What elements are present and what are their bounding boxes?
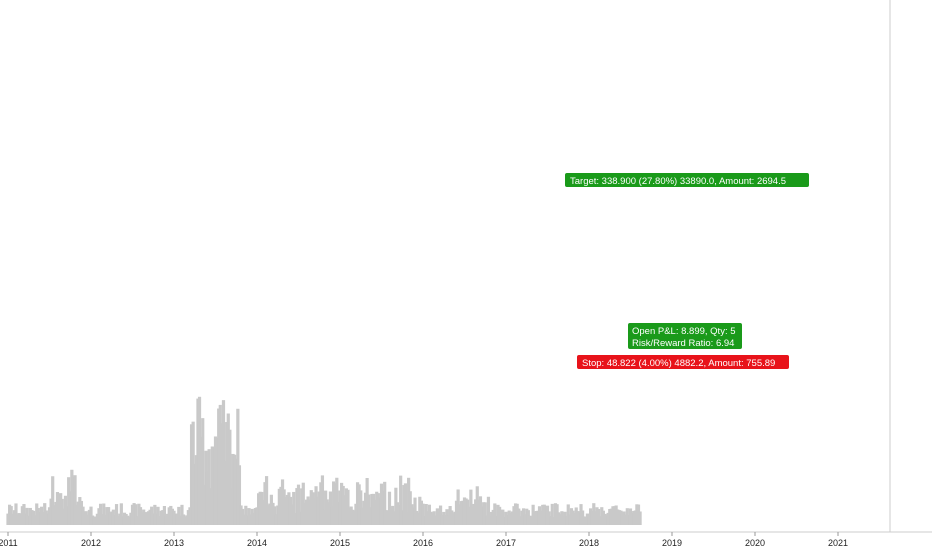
x-tick-label: 2014 [247,538,267,548]
x-tick-label: 2013 [164,538,184,548]
volume-bar [550,503,554,525]
stop-text: Stop: 48.822 (4.00%) 4882.2, Amount: 755… [582,358,775,369]
volume-bar [119,503,123,525]
volume-bar [14,503,18,525]
volume-bar [207,449,211,525]
volume-bar [102,503,106,525]
volume-bar [320,475,325,525]
volume-bar [486,496,491,525]
volume-bar [296,484,301,525]
stop-label: Stop: 48.822 (4.00%) 4882.2, Amount: 755… [577,355,789,369]
x-tick-label: 2012 [81,538,101,548]
volume-bar [228,429,232,525]
risk-reward-text: Risk/Reward Ratio: 6.94 [632,338,734,349]
x-tick-label: 2019 [662,538,682,548]
volume-bar [399,475,403,525]
volume-bar [114,504,119,525]
volume-bar [383,481,387,525]
open-pnl-text: Open P&L: 8.899, Qty: 5 [632,326,736,337]
x-tick-label: 2011 [0,538,18,548]
volume-bar [292,491,296,525]
x-tick-label: 2020 [745,538,765,548]
x-tick-label: 2015 [330,538,350,548]
volume-bar [469,489,473,525]
volume-bar [134,504,138,525]
volume-bar [73,475,77,525]
volume-bar [403,483,408,525]
pnl-box: Open P&L: 8.899, Qty: 5 Risk/Reward Rati… [628,323,742,349]
target-text: Target: 338.900 (27.80%) 33890.0, Amount… [570,176,786,187]
volume-bar [156,506,160,525]
x-axis: 2011 2012 2013 2014 2015 2016 2017 2018 2019 2020… [0,532,848,548]
x-tick-label: 2021 [828,538,848,548]
volume-bar [264,476,269,525]
x-tick-label: 2016 [413,538,433,548]
volume-bar [201,418,205,525]
volume-bar [483,502,487,525]
volume-bar [421,503,425,525]
volume-histogram [6,396,642,525]
volume-bar [162,505,167,525]
volume-bar [638,511,642,525]
volume-bar [244,505,248,525]
target-label: Target: 338.900 (27.80%) 33890.0, Amount… [565,173,809,187]
volume-bar [335,477,339,525]
x-tick-label: 2018 [579,538,599,548]
volume-bar [51,476,55,525]
x-tick-label: 2017 [496,538,516,548]
volume-bar [493,503,497,525]
volume-bar [346,489,350,525]
volume-bar [237,465,242,525]
